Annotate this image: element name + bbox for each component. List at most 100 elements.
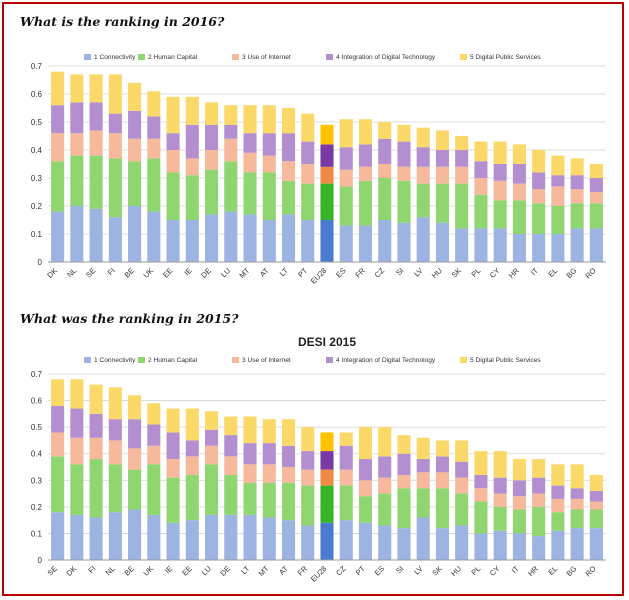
bar-segment bbox=[589, 528, 603, 560]
x-tick-label: CZ bbox=[373, 266, 387, 280]
bar-segment bbox=[185, 408, 199, 441]
bar-segment bbox=[108, 133, 122, 159]
bar-segment bbox=[205, 411, 219, 430]
bar-segment bbox=[589, 490, 603, 502]
bar-segment bbox=[358, 496, 373, 523]
x-tick-label: SE bbox=[46, 564, 59, 577]
bar-segment bbox=[416, 517, 430, 560]
bar-segment bbox=[589, 203, 603, 229]
bar-segment bbox=[262, 517, 276, 560]
bar-segment bbox=[281, 419, 296, 446]
bar-segment bbox=[532, 506, 546, 537]
bar-segment bbox=[281, 520, 296, 560]
bar-segment bbox=[455, 228, 469, 262]
y-tick-label: 0 bbox=[38, 258, 43, 267]
bar-segment bbox=[397, 528, 411, 560]
y-tick-label: 0.2 bbox=[31, 202, 43, 211]
bar-segment bbox=[358, 180, 373, 226]
bar-segment bbox=[570, 203, 584, 229]
x-tick-label: LT bbox=[278, 266, 290, 278]
bar-segment bbox=[51, 379, 65, 406]
x-tick-label: BE bbox=[123, 564, 136, 577]
bar-segment bbox=[378, 477, 392, 494]
bar-segment bbox=[493, 493, 507, 507]
bar-segment bbox=[570, 509, 584, 529]
bar-segment bbox=[262, 105, 276, 134]
bar-segment bbox=[493, 141, 507, 164]
bar-segment bbox=[147, 211, 161, 262]
bar-segment bbox=[70, 464, 84, 515]
x-tick-label: DK bbox=[65, 564, 79, 578]
bar-segment bbox=[89, 208, 103, 262]
bar-segment bbox=[128, 161, 142, 206]
bar-segment bbox=[378, 525, 392, 560]
y-tick-label: 0.5 bbox=[31, 423, 43, 432]
bar-segment bbox=[474, 501, 488, 534]
bar-segment bbox=[551, 464, 565, 486]
x-tick-label: PT bbox=[354, 564, 367, 577]
bar-segment bbox=[301, 525, 315, 560]
legend-swatch bbox=[326, 357, 333, 363]
x-tick-label: FI bbox=[86, 564, 97, 575]
bar-segment bbox=[70, 102, 84, 134]
x-tick-label: EU28 bbox=[309, 564, 329, 584]
bar-segment bbox=[243, 416, 257, 444]
x-tick-label: RO bbox=[583, 266, 597, 280]
bar-segment bbox=[224, 124, 238, 139]
bar-segment bbox=[70, 379, 84, 409]
bar-segment bbox=[339, 445, 353, 470]
bar-segment bbox=[455, 150, 469, 167]
bar-segment bbox=[532, 493, 546, 507]
bar-segment bbox=[301, 220, 315, 262]
bar-segment bbox=[378, 138, 392, 164]
bar-segment bbox=[570, 189, 584, 204]
bar-segment bbox=[243, 514, 257, 560]
bar-segment bbox=[397, 124, 411, 142]
x-tick-label: CZ bbox=[334, 564, 348, 578]
bar-segment bbox=[339, 432, 353, 446]
bar-segment bbox=[205, 102, 219, 125]
bar-segment bbox=[89, 459, 103, 518]
bar-segment bbox=[205, 169, 219, 215]
bar-segment bbox=[205, 464, 219, 515]
bar-segment bbox=[166, 150, 180, 173]
bar-segment bbox=[243, 443, 257, 465]
x-tick-label: IE bbox=[182, 266, 193, 277]
bar-segment bbox=[551, 498, 565, 513]
bar-segment bbox=[205, 150, 219, 170]
bar-segment bbox=[147, 91, 161, 117]
legend-entry: 5 Digital Public Services bbox=[470, 357, 541, 364]
bar-segment bbox=[147, 158, 161, 212]
bar-segment bbox=[416, 459, 430, 473]
bar-segment bbox=[128, 419, 142, 449]
bar-segment bbox=[166, 220, 180, 262]
bar-segment bbox=[128, 469, 142, 510]
bar-segment bbox=[185, 96, 199, 125]
x-tick-label: MT bbox=[237, 266, 251, 280]
x-tick-label: MT bbox=[257, 564, 271, 578]
bar-segment bbox=[185, 175, 199, 220]
bar-segment bbox=[551, 512, 565, 531]
bar-segment bbox=[70, 408, 84, 438]
bar-segment bbox=[551, 186, 565, 206]
bar-segment bbox=[455, 183, 469, 229]
bar-segment bbox=[281, 180, 296, 215]
bar-segment bbox=[51, 432, 65, 457]
bar-segment bbox=[435, 150, 449, 167]
y-tick-label: 0.4 bbox=[31, 146, 43, 155]
x-tick-label: EE bbox=[161, 266, 174, 279]
x-tick-label: NL bbox=[104, 564, 117, 577]
bar-segment bbox=[320, 432, 334, 452]
legend-entry: 3 Use of Internet bbox=[242, 357, 291, 364]
bar-segment bbox=[378, 456, 392, 478]
bar-segment bbox=[416, 166, 430, 184]
bar-segment bbox=[493, 200, 507, 229]
bar-segment bbox=[551, 206, 565, 234]
bar-segment bbox=[224, 456, 238, 475]
bar-segment bbox=[301, 469, 315, 486]
bar-segment bbox=[108, 464, 122, 513]
bar-segment bbox=[224, 416, 238, 436]
x-tick-label: SI bbox=[394, 266, 405, 277]
bar-segment bbox=[493, 477, 507, 494]
bar-segment bbox=[532, 150, 546, 173]
